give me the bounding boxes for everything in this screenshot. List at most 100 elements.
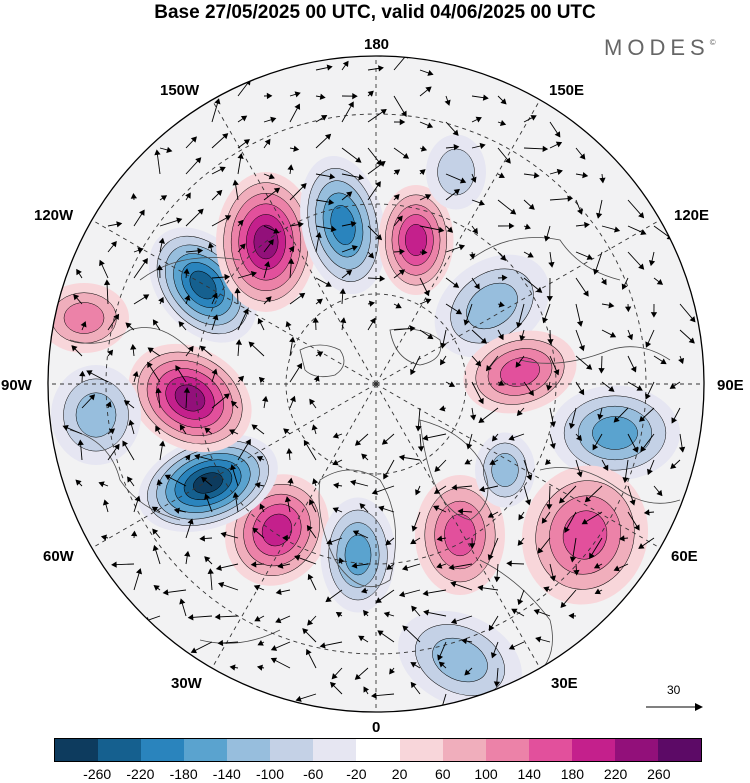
wind-arrowhead bbox=[401, 564, 409, 571]
wind-arrowhead bbox=[137, 247, 144, 254]
wind-arrowhead bbox=[267, 239, 274, 246]
meridian bbox=[375, 99, 541, 385]
wind-arrowhead bbox=[464, 458, 471, 465]
anomaly-level bbox=[466, 282, 518, 330]
wind-arrowhead bbox=[648, 259, 656, 267]
wind-arrowhead bbox=[576, 434, 583, 442]
wind-arrowhead bbox=[222, 133, 229, 140]
wind-arrowhead bbox=[474, 283, 480, 290]
meridian bbox=[375, 383, 661, 549]
map-border bbox=[47, 55, 705, 713]
wind-arrowhead bbox=[533, 172, 540, 179]
colorbar-tick-label: 180 bbox=[560, 766, 585, 782]
wind-arrowhead bbox=[360, 587, 368, 594]
wind-arrowhead bbox=[463, 319, 470, 326]
wind-arrowhead bbox=[457, 508, 464, 515]
wind-arrowhead bbox=[89, 394, 96, 401]
wind-arrowhead bbox=[295, 695, 302, 702]
wind-arrowhead bbox=[578, 388, 585, 396]
wind-arrowhead bbox=[466, 443, 473, 450]
wind-arrowhead bbox=[355, 156, 362, 163]
wind-arrowhead bbox=[634, 524, 640, 531]
wind-arrowhead bbox=[320, 115, 328, 121]
wind-arrowhead bbox=[549, 575, 556, 582]
wind-arrowhead bbox=[500, 254, 507, 261]
wind-arrowhead bbox=[602, 464, 609, 471]
wind-arrowhead bbox=[608, 302, 615, 309]
colorbar-segment bbox=[528, 739, 572, 761]
wind-arrowhead bbox=[640, 445, 647, 453]
wind-arrowhead bbox=[130, 530, 138, 537]
wind-arrowhead bbox=[185, 192, 191, 199]
anomaly-level bbox=[437, 148, 475, 196]
lon-label-30e: 30E bbox=[551, 675, 578, 692]
wind-arrowhead bbox=[422, 589, 429, 597]
colorbar-tick-label: 100 bbox=[474, 766, 498, 782]
wind-arrowhead bbox=[378, 65, 384, 72]
wind-arrowhead bbox=[235, 339, 243, 345]
wind-arrowhead bbox=[453, 144, 460, 151]
wind-arrowhead bbox=[75, 479, 82, 486]
wind-arrowhead bbox=[197, 247, 204, 255]
wind-arrowhead bbox=[248, 341, 255, 348]
wind-arrowhead bbox=[438, 226, 445, 233]
colorbar-tick-label: -180 bbox=[169, 766, 198, 782]
wind-arrowhead bbox=[636, 385, 643, 391]
wind-arrowhead bbox=[338, 557, 345, 564]
anomaly-yakutia bbox=[434, 254, 550, 358]
wind-arrowhead bbox=[630, 366, 637, 373]
wind-arrowhead bbox=[613, 565, 620, 572]
anomaly-level bbox=[444, 513, 476, 557]
wind-arrowhead bbox=[273, 227, 280, 234]
wind-arrowhead bbox=[498, 301, 505, 308]
wind-arrowhead bbox=[427, 69, 434, 76]
wind-arrowhead bbox=[123, 400, 131, 407]
wind-arrowhead bbox=[420, 145, 428, 152]
wind-arrowhead bbox=[530, 115, 537, 121]
wind-arrowhead bbox=[128, 419, 135, 426]
wind-arrowhead bbox=[287, 258, 295, 265]
coastline bbox=[419, 419, 489, 521]
wind-arrowhead bbox=[358, 635, 365, 642]
wind-arrowhead bbox=[312, 317, 319, 323]
anomaly-central-asia bbox=[550, 385, 680, 481]
wind-arrowhead bbox=[469, 253, 476, 260]
wind-arrowhead bbox=[383, 611, 390, 618]
colorbar-segment bbox=[657, 739, 701, 761]
wind-arrowhead bbox=[80, 321, 87, 328]
wind-arrowhead bbox=[455, 308, 463, 315]
wind-arrowhead bbox=[638, 415, 646, 422]
wind-arrowhead bbox=[368, 300, 375, 307]
coastline bbox=[519, 346, 671, 364]
wind-arrowhead bbox=[660, 358, 667, 365]
wind-arrowhead bbox=[232, 179, 239, 186]
wind-arrowhead bbox=[504, 157, 511, 164]
wind-arrowhead bbox=[153, 584, 160, 591]
wind-arrowhead bbox=[298, 292, 306, 299]
wind-arrowhead bbox=[640, 229, 647, 235]
wind-arrowhead bbox=[100, 534, 107, 541]
wind-arrowhead bbox=[179, 424, 186, 431]
wind-arrowhead bbox=[99, 259, 105, 267]
colorbar-segment bbox=[55, 739, 99, 761]
wind-arrowhead bbox=[472, 227, 478, 235]
colorbar-ticks: -260 -220 -180 -140 -100 -60 -20 20 60 100 140 180 2… bbox=[0, 766, 750, 783]
wind-arrowhead bbox=[409, 325, 416, 332]
wind-arrowhead bbox=[76, 268, 82, 276]
wind-arrowhead bbox=[256, 664, 263, 671]
anomaly-level bbox=[344, 534, 372, 576]
wind-arrowhead bbox=[608, 385, 615, 392]
wind-arrowhead bbox=[417, 446, 425, 452]
wind-arrowhead bbox=[296, 362, 303, 370]
meridian bbox=[211, 383, 377, 669]
wind-arrowhead bbox=[342, 60, 349, 68]
colorbar-tick-label: 140 bbox=[517, 766, 541, 782]
wind-arrowhead bbox=[179, 598, 186, 605]
wind-arrowhead bbox=[541, 517, 548, 524]
wind-arrowhead bbox=[402, 152, 410, 159]
wind-arrowhead bbox=[433, 505, 440, 512]
wind-arrowhead bbox=[312, 478, 319, 485]
wind-arrowhead bbox=[556, 168, 563, 175]
wind-arrowhead bbox=[487, 554, 494, 561]
wind-arrowhead bbox=[358, 174, 365, 181]
